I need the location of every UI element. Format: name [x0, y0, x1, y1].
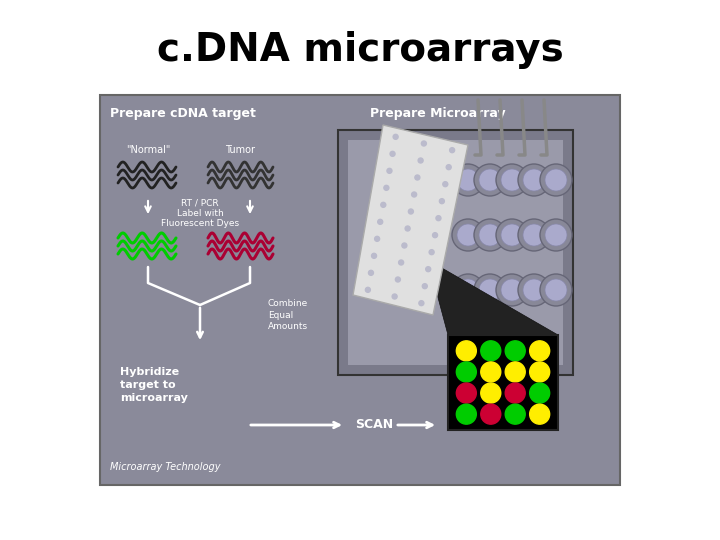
Text: Hybridize
target to
microarray: Hybridize target to microarray [120, 367, 188, 403]
Circle shape [474, 274, 506, 306]
Polygon shape [428, 260, 558, 335]
Circle shape [530, 404, 549, 424]
Circle shape [545, 279, 567, 301]
Circle shape [518, 164, 550, 196]
Circle shape [390, 151, 395, 157]
Circle shape [395, 277, 400, 282]
Circle shape [501, 279, 523, 301]
Text: Prepare cDNA target: Prepare cDNA target [110, 106, 256, 119]
Circle shape [374, 237, 379, 241]
Text: c.DNA microarrays: c.DNA microarrays [157, 31, 563, 69]
Circle shape [496, 274, 528, 306]
Circle shape [372, 253, 377, 258]
Circle shape [523, 169, 545, 191]
Circle shape [402, 243, 407, 248]
Circle shape [545, 224, 567, 246]
Circle shape [518, 274, 550, 306]
Circle shape [378, 219, 383, 224]
Circle shape [452, 274, 484, 306]
Text: Combine
Equal
Amounts: Combine Equal Amounts [268, 299, 308, 332]
Circle shape [518, 219, 550, 251]
Circle shape [439, 199, 444, 204]
Circle shape [505, 404, 525, 424]
Circle shape [433, 233, 438, 238]
Circle shape [481, 341, 501, 361]
Circle shape [436, 215, 441, 221]
Circle shape [387, 168, 392, 173]
Text: Label with: Label with [176, 208, 223, 218]
Circle shape [545, 169, 567, 191]
Circle shape [530, 362, 549, 382]
Circle shape [505, 362, 525, 382]
Text: RT / PCR: RT / PCR [181, 199, 219, 207]
Circle shape [443, 181, 448, 187]
Circle shape [457, 279, 479, 301]
Circle shape [419, 301, 424, 306]
Circle shape [456, 362, 477, 382]
Circle shape [496, 164, 528, 196]
Circle shape [405, 226, 410, 231]
Circle shape [381, 202, 386, 207]
Circle shape [505, 383, 525, 403]
Text: Microarray Technology: Microarray Technology [110, 462, 220, 472]
Bar [448, 335, 558, 430]
Circle shape [457, 224, 479, 246]
Text: Prepare Microarray: Prepare Microarray [370, 106, 505, 119]
Text: Fluorescent Dyes: Fluorescent Dyes [161, 219, 239, 227]
Circle shape [449, 147, 454, 153]
Circle shape [456, 341, 477, 361]
Circle shape [481, 404, 501, 424]
Circle shape [369, 271, 374, 275]
Circle shape [481, 383, 501, 403]
Circle shape [399, 260, 404, 265]
Bar [348, 140, 563, 365]
Circle shape [384, 185, 389, 190]
Circle shape [412, 192, 417, 197]
Circle shape [481, 362, 501, 382]
Text: "Normal": "Normal" [126, 145, 170, 155]
Bar [338, 130, 573, 375]
Circle shape [496, 219, 528, 251]
Circle shape [479, 224, 501, 246]
Circle shape [474, 219, 506, 251]
Circle shape [479, 169, 501, 191]
Circle shape [456, 404, 477, 424]
Circle shape [392, 294, 397, 299]
Circle shape [540, 219, 572, 251]
Circle shape [501, 169, 523, 191]
Circle shape [446, 165, 451, 170]
Circle shape [457, 169, 479, 191]
Text: SCAN: SCAN [355, 418, 393, 431]
Circle shape [365, 287, 370, 292]
Circle shape [540, 274, 572, 306]
Polygon shape [353, 125, 468, 315]
Circle shape [530, 383, 549, 403]
Circle shape [501, 224, 523, 246]
Bar [100, 95, 620, 485]
Circle shape [452, 164, 484, 196]
Circle shape [415, 175, 420, 180]
Circle shape [505, 341, 525, 361]
Circle shape [523, 224, 545, 246]
Text: Tumor: Tumor [225, 145, 255, 155]
Circle shape [408, 209, 413, 214]
Circle shape [421, 141, 426, 146]
Circle shape [530, 341, 549, 361]
Circle shape [523, 279, 545, 301]
Circle shape [429, 249, 434, 255]
Circle shape [393, 134, 398, 139]
Circle shape [456, 383, 477, 403]
Circle shape [452, 219, 484, 251]
Circle shape [426, 267, 431, 272]
Circle shape [423, 284, 427, 289]
Circle shape [479, 279, 501, 301]
Circle shape [418, 158, 423, 163]
Circle shape [474, 164, 506, 196]
Circle shape [540, 164, 572, 196]
